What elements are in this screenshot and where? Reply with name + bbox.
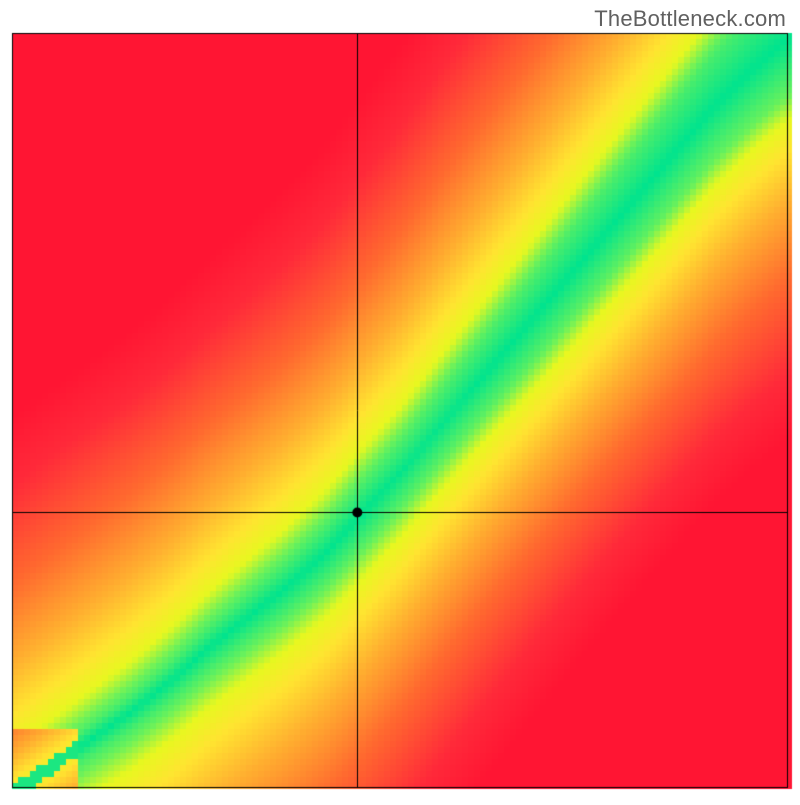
watermark-text: TheBottleneck.com xyxy=(594,6,786,32)
heatmap-canvas-holder xyxy=(0,0,800,805)
heatmap-canvas xyxy=(0,0,800,800)
chart-container: TheBottleneck.com xyxy=(0,0,800,800)
